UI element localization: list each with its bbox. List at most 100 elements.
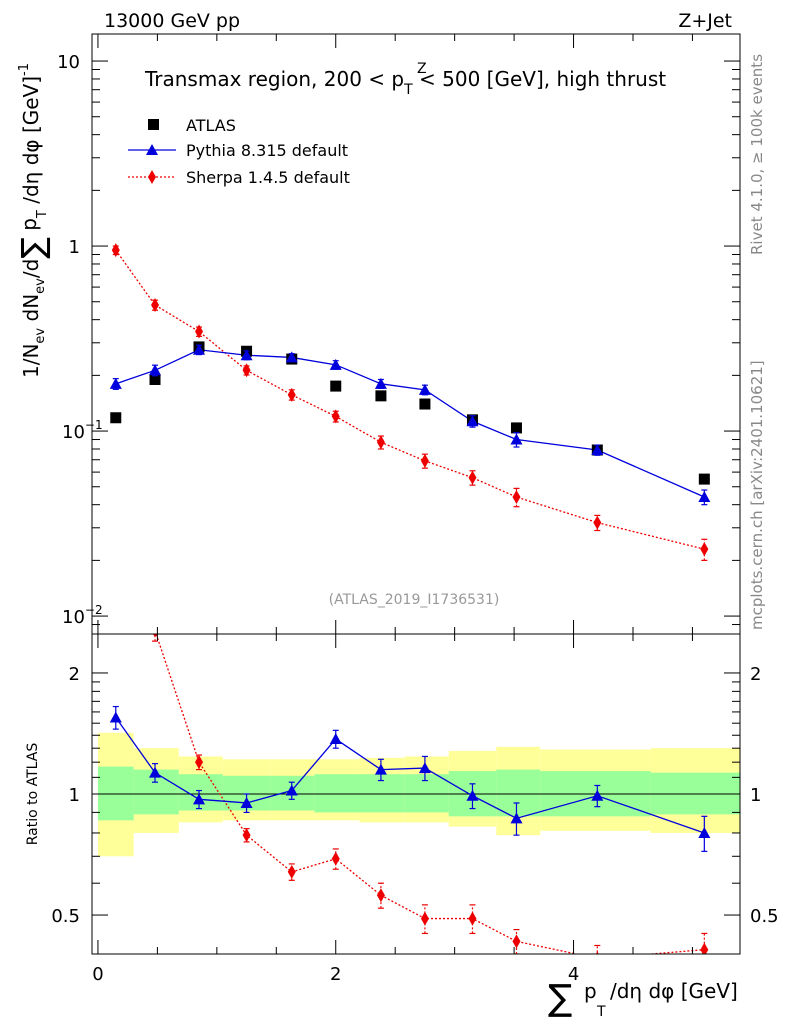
sherpa-ratio-point (595, 951, 599, 954)
pythia-point (329, 358, 342, 370)
sherpa-point (331, 409, 340, 424)
watermark: (ATLAS_2019_I1736531) (329, 592, 500, 608)
ratio-y-tick-label-right: 0.5 (750, 906, 779, 927)
sherpa-ratio-point (242, 828, 251, 843)
ratio-ticks: 0.5 0.5 1 1 2 2 0 2 4 (51, 634, 779, 985)
sherpa-ratio-point (195, 755, 204, 770)
pythia-ratio-point (240, 796, 253, 808)
pythia-point (285, 351, 298, 363)
sherpa-line (115, 249, 705, 550)
pythia-ratio-point (591, 789, 604, 801)
atlas-point (110, 412, 122, 424)
atlas-point (375, 390, 387, 402)
header-left: 13000 GeV pp (104, 10, 240, 32)
x-tick-label: 0 (92, 964, 103, 985)
pythia-point (374, 377, 387, 389)
y-tick-label: 10−2 (62, 603, 103, 628)
xlabel-p: p (584, 979, 597, 1003)
pythia-ratio-point (329, 733, 342, 745)
x-tick-label: 4 (568, 964, 579, 985)
pythia-ratio-point (285, 784, 298, 796)
sherpa-point (195, 324, 204, 339)
pythia-point (591, 443, 604, 455)
ratio-series-layer (92, 634, 740, 954)
title-main: Transmax region, 200 < p (144, 67, 404, 91)
legend-marker-pythia (146, 144, 158, 155)
title-sub: T (403, 82, 413, 98)
sherpa-ratio-point (152, 634, 158, 638)
sherpa-point (468, 470, 477, 485)
mcplots-label: mcplots.cern.ch [arXiv:2401.10621] (748, 360, 766, 630)
pythia-ratio-point (149, 766, 162, 778)
sherpa-point (151, 298, 160, 313)
legend-label-atlas: ATLAS (186, 116, 236, 135)
xlabel-rest: /dη dφ [GeV] (610, 979, 738, 1003)
pythia-ratio-point (510, 812, 523, 824)
pythia-ratio-point (418, 762, 431, 774)
legend-marker-atlas (148, 119, 159, 130)
uncertainty-band-inner (178, 774, 223, 811)
pythia-point (149, 364, 162, 376)
pythia-ratio-point (466, 789, 479, 801)
pythia-ratio-point (193, 793, 206, 805)
xlabel-sub: T (596, 1004, 606, 1020)
uncertainty-band-inner (496, 769, 541, 817)
ratio-y-tick-label-right: 2 (750, 664, 761, 685)
y-tick-label: 1 (69, 237, 80, 258)
sherpa-ratio-point (420, 911, 429, 926)
x-axis-label: ∑ p T /dη dφ [GeV] (548, 978, 738, 1021)
pythia-ratio-point (374, 763, 387, 775)
ratio-y-tick-label-right: 1 (750, 785, 761, 806)
sherpa-ratio-point (331, 851, 340, 866)
header-right: Z+Jet (678, 10, 732, 32)
xlabel-sum: ∑ (548, 978, 572, 1019)
y-tick-exponent: −2 (85, 603, 103, 617)
ratio-panel: 0.5 0.5 1 1 2 2 0 2 4 Ratio to ATLAS ∑ p T /dη d… (25, 633, 779, 1021)
sherpa-point (700, 542, 709, 557)
sherpa-ratio-point (700, 942, 709, 954)
uncertainty-band-inner (97, 766, 134, 821)
title-sup: Z (417, 61, 427, 77)
atlas-point (510, 422, 522, 434)
ratio-y-tick-label-left: 2 (69, 664, 80, 685)
legend-marker-sherpa (148, 170, 156, 184)
x-tick-label: 2 (330, 964, 341, 985)
sherpa-point (512, 490, 521, 505)
rivet-label: Rivet 4.1.0, ≥ 100k events (748, 54, 766, 255)
pythia-point (418, 383, 431, 395)
sherpa-ratio-point (287, 864, 296, 879)
ratio-y-tick-label-left: 1 (69, 785, 80, 806)
chart-title: Transmax region, 200 < pT < 500 [GeV], h… (144, 67, 666, 98)
uncertainty-band-inner (404, 774, 449, 813)
main-ylabel: 1/Nev dNev/d∑ pT /dη dφ [GeV]-1 (14, 63, 52, 378)
y-tick-label: 10 (57, 52, 80, 73)
uncertainty-band-inner (359, 774, 405, 813)
legend: ATLAS Pythia 8.315 default Sherpa 1.4.5 … (128, 116, 350, 187)
pythia-point (698, 491, 711, 503)
pythia-point (193, 343, 206, 355)
pythia-point (240, 349, 253, 361)
ratio-y-tick-label-left: 0.5 (51, 906, 80, 927)
pythia-point (510, 433, 523, 445)
legend-label-sherpa: Sherpa 1.4.5 default (186, 168, 350, 187)
sherpa-ratio-point (512, 934, 521, 949)
uncertainty-band-inner (314, 774, 360, 813)
sherpa-point (376, 435, 385, 450)
ratio-ylabel: Ratio to ATLAS (25, 743, 41, 846)
atlas-point (330, 380, 342, 392)
sherpa-point (242, 363, 251, 378)
title-rest: < 500 [GeV], high thrust (413, 67, 667, 91)
atlas-point (698, 473, 710, 485)
legend-label-pythia: Pythia 8.315 default (186, 141, 348, 160)
pythia-ratio-point (698, 826, 711, 838)
atlas-point (419, 398, 431, 410)
sherpa-point (287, 387, 296, 402)
sherpa-ratio-point (376, 888, 385, 903)
sherpa-point (111, 243, 120, 258)
sherpa-ratio-point (468, 911, 477, 926)
pythia-line (115, 349, 705, 498)
y-tick-exponent: −1 (85, 418, 103, 432)
